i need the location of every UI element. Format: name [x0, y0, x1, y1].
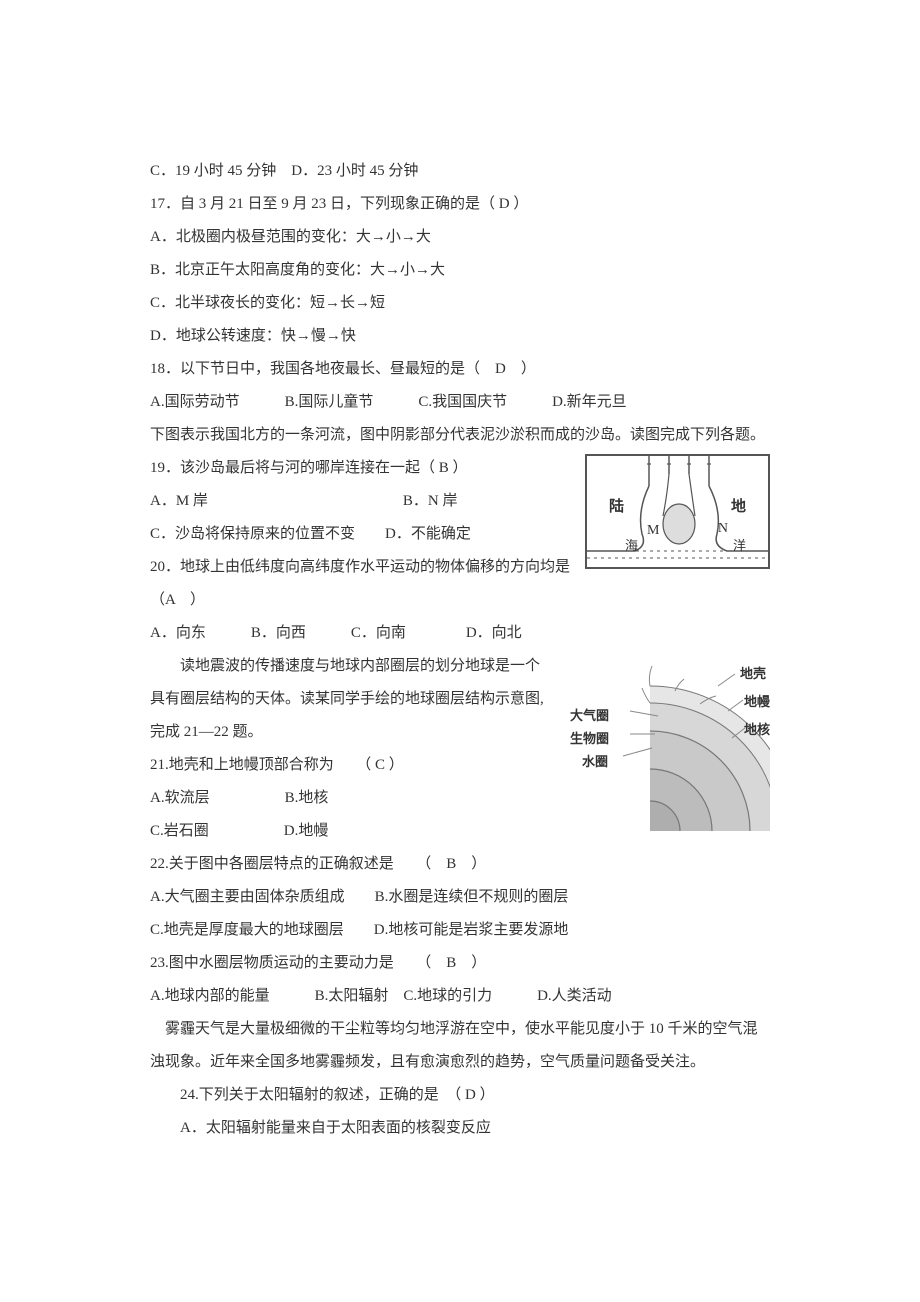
q23-options: A.地球内部的能量 B.太阳辐射 C.地球的引力 D.人类活动: [150, 980, 770, 1013]
river-label-m: M: [647, 516, 659, 547]
intro-24: 雾霾天气是大量极细微的干尘粒等均匀地浮游在空中，使水平能见度小于 10 千米的空…: [150, 1013, 770, 1079]
q20-options: A．向东 B．向西 C．向南 D．向北: [150, 617, 770, 650]
q17-option-a: A．北极圈内极昼范围的变化：大→小→大: [150, 221, 770, 254]
river-diagram: 陆 地 M N 海 洋: [585, 454, 770, 569]
q18-stem: 18．以下节日中，我国各地夜最长、昼最短的是（ D ）: [150, 353, 770, 386]
q22-options-ab: A.大气圈主要由固体杂质组成 B.水圈是连续但不规则的圈层: [150, 881, 770, 914]
earth-label-crust: 地壳: [740, 660, 766, 689]
river-label-land-right: 地: [731, 491, 746, 524]
q18-options: A.国际劳动节 B.国际儿童节 C.我国国庆节 D.新年元旦: [150, 386, 770, 419]
q16-options-cd: C．19 小时 45 分钟 D．23 小时 45 分钟: [150, 155, 770, 188]
q23-stem: 23.图中水圈层物质运动的主要动力是 （ B ）: [150, 947, 770, 980]
q17-option-d: D．地球公转速度：快→慢→快: [150, 320, 770, 353]
q17-option-b: B．北京正午太阳高度角的变化：大→小→大: [150, 254, 770, 287]
q24-stem: 24.下列关于太阳辐射的叙述，正确的是 （ D ）: [150, 1079, 770, 1112]
river-label-sea: 海: [625, 532, 639, 561]
q24-option-a: A．太阳辐射能量来自于太阳表面的核裂变反应: [150, 1112, 770, 1145]
q17-option-c: C．北半球夜长的变化：短→长→短: [150, 287, 770, 320]
q22-stem: 22.关于图中各圈层特点的正确叙述是 （ B ）: [150, 848, 770, 881]
q22-options-cd: C.地壳是厚度最大的地球圈层 D.地核可能是岩浆主要发源地: [150, 914, 770, 947]
earth-label-hydrosphere: 水圈: [582, 748, 608, 777]
q17-stem: 17．自 3 月 21 日至 9 月 23 日，下列现象正确的是（ D ）: [150, 188, 770, 221]
river-label-ocean: 洋: [733, 532, 746, 561]
river-label-n: N: [718, 514, 728, 545]
earth-label-mantle: 地幔: [744, 688, 770, 717]
earth-layers-diagram: 大气圈 生物圈 水圈 地壳 地幔 地核: [560, 656, 770, 831]
intro-19-20: 下图表示我国北方的一条河流，图中阴影部分代表泥沙淤积而成的沙岛。读图完成下列各题…: [150, 419, 770, 452]
river-label-land-left: 陆: [609, 491, 624, 524]
earth-label-core: 地核: [744, 716, 770, 745]
